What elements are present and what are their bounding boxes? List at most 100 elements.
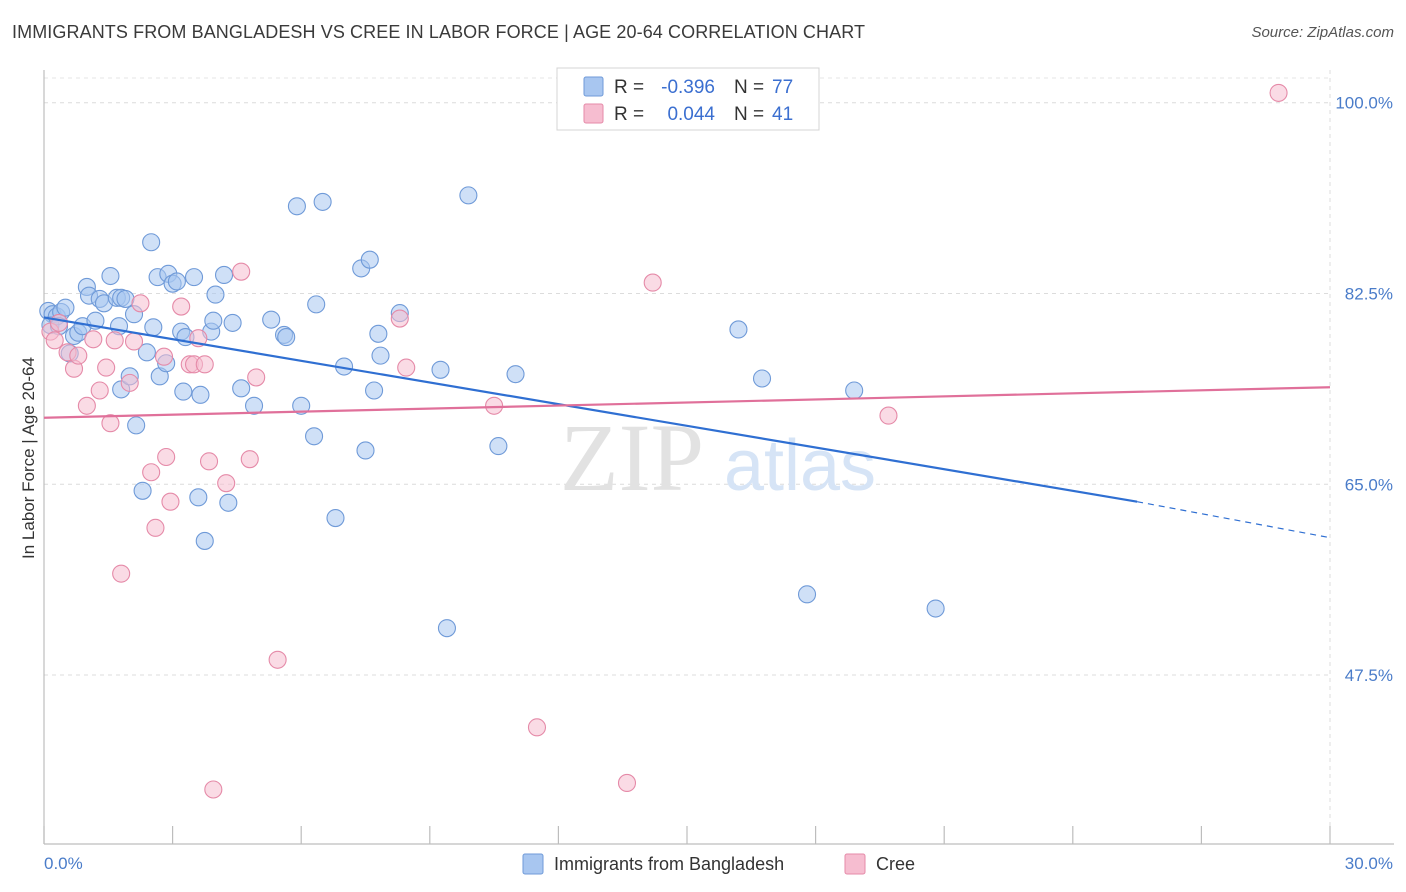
point-cree: [49, 313, 69, 332]
point-cree: [142, 463, 161, 482]
point-cree: [84, 330, 103, 349]
point-cree: [172, 297, 191, 316]
point-cree: [97, 358, 116, 377]
point-bangladesh: [195, 531, 214, 550]
point-bangladesh: [277, 328, 296, 347]
point-cree: [161, 492, 180, 511]
point-cree: [199, 452, 219, 471]
point-bangladesh: [174, 382, 193, 401]
point-cree: [397, 358, 416, 377]
point-bangladesh: [431, 360, 450, 379]
point-cree: [617, 773, 637, 793]
point-cree: [131, 294, 150, 313]
point-bangladesh: [287, 197, 306, 216]
point-bangladesh: [506, 365, 525, 384]
point-bangladesh: [116, 289, 135, 308]
source-credit: Source: ZipAtlas.com: [1251, 24, 1394, 41]
point-bangladesh: [232, 379, 251, 398]
trendline-cree: [43, 386, 1331, 419]
point-cree: [154, 347, 174, 366]
point-bangladesh: [167, 272, 186, 291]
point-cree: [101, 414, 120, 433]
legend-n-label: N =: [734, 77, 764, 98]
point-cree: [157, 447, 176, 467]
point-bangladesh: [292, 396, 311, 415]
point-bangladesh: [752, 369, 772, 388]
y-tick-label: 82.5%: [1345, 284, 1393, 303]
point-bangladesh: [326, 508, 345, 528]
point-bangladesh: [244, 396, 264, 415]
point-bangladesh: [926, 599, 945, 618]
point-cree: [195, 355, 214, 374]
legend-r-value: -0.396: [661, 77, 715, 98]
point-bangladesh: [489, 437, 508, 456]
legend-r-label: R =: [614, 104, 644, 125]
point-cree: [390, 309, 409, 328]
point-bangladesh: [206, 285, 225, 304]
point-bangladesh: [307, 295, 326, 314]
trend-layer: [43, 316, 1331, 539]
y-tick-label: 100.0%: [1335, 94, 1393, 113]
point-cree: [232, 262, 251, 281]
legend-bottom: Immigrants from Bangladesh Cree: [522, 853, 915, 875]
point-cree: [204, 780, 223, 799]
point-bangladesh: [189, 488, 208, 507]
point-bangladesh: [365, 381, 384, 400]
point-cree: [90, 381, 109, 400]
point-bangladesh: [356, 441, 375, 460]
point-cree: [268, 650, 287, 669]
point-cree: [527, 718, 547, 737]
point-cree: [120, 373, 139, 392]
x-tick-label-max: 30.0%: [1345, 854, 1393, 873]
point-bangladesh: [144, 318, 163, 337]
point-cree: [105, 331, 124, 350]
point-bangladesh: [142, 233, 161, 252]
y-tick-label: 65.0%: [1345, 475, 1393, 494]
point-bangladesh: [729, 320, 748, 339]
point-bangladesh: [204, 311, 223, 330]
legend-swatch-cree: [844, 853, 866, 875]
legend-swatch: [583, 76, 604, 97]
point-bangladesh: [184, 268, 204, 287]
axes-layer: 47.5% 65.0% 82.5% 100.0% 0.0% 30.0%: [43, 70, 1394, 873]
point-cree: [240, 450, 259, 469]
point-bangladesh: [127, 416, 146, 435]
point-cree: [879, 406, 898, 425]
point-bangladesh: [797, 585, 817, 604]
legend-top: R = -0.396 N = 77 R = 0.044 N = 41: [556, 67, 820, 131]
y-axis-label: In Labor Force | Age 20-64: [19, 357, 38, 559]
point-cree: [247, 368, 266, 387]
point-cree: [124, 332, 144, 351]
watermark-zip: ZIP: [560, 404, 704, 511]
trendline-bangladesh: [43, 316, 1138, 503]
point-cree: [1269, 83, 1288, 102]
point-cree: [112, 564, 131, 583]
point-bangladesh: [459, 186, 478, 205]
point-cree: [217, 474, 236, 493]
point-bangladesh: [371, 346, 390, 365]
point-cree: [146, 518, 165, 537]
chart-title: IMMIGRANTS FROM BANGLADESH VS CREE IN LA…: [12, 22, 866, 42]
point-bangladesh: [137, 343, 156, 362]
x-tick-label-min: 0.0%: [44, 854, 83, 873]
point-cree: [45, 331, 64, 350]
point-cree: [643, 273, 662, 292]
point-bangladesh: [437, 619, 456, 638]
point-cree: [485, 396, 504, 415]
point-bangladesh: [262, 310, 281, 329]
legend-n-value: 77: [772, 77, 793, 98]
watermark-atlas: atlas: [724, 426, 876, 506]
point-bangladesh: [369, 324, 388, 343]
point-cree: [69, 346, 88, 365]
watermark: ZIP atlas: [560, 404, 876, 511]
point-bangladesh: [101, 266, 120, 286]
legend-label-cree: Cree: [876, 854, 915, 874]
point-bangladesh: [305, 427, 324, 446]
legend-label-bangladesh: Immigrants from Bangladesh: [554, 854, 784, 874]
point-bangladesh: [191, 385, 210, 404]
legend-swatch-bangladesh: [522, 853, 544, 875]
point-bangladesh: [223, 313, 242, 332]
point-bangladesh: [56, 298, 75, 317]
trendline-bangladesh-extension: [1136, 501, 1331, 539]
